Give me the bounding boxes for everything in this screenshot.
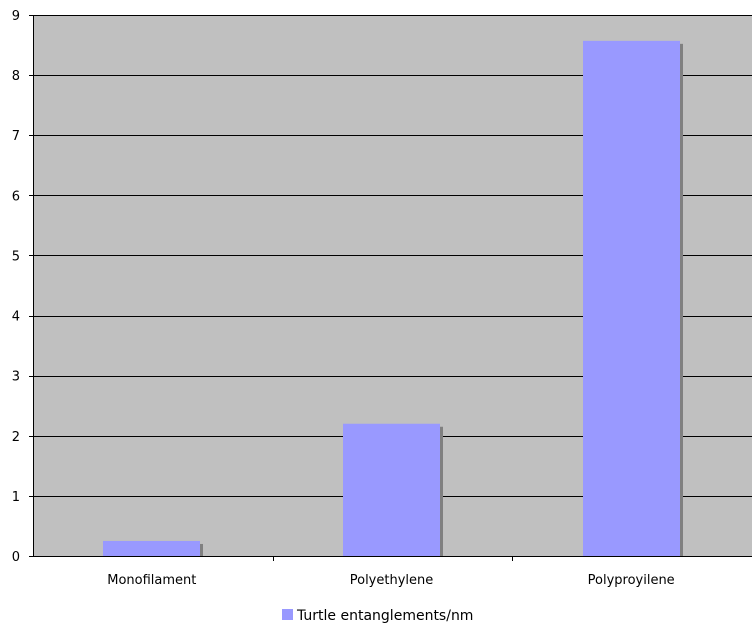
- y-tick-label: 3: [12, 370, 20, 385]
- bar-monofilament: [103, 540, 200, 556]
- x-tick-labels: Monofilament Polyethylene Polyproyilene: [107, 573, 674, 588]
- bars: [103, 40, 683, 556]
- y-tick-label: 7: [12, 129, 20, 144]
- y-tick-label: 2: [12, 430, 20, 445]
- y-tick-label: 6: [12, 189, 20, 204]
- legend-swatch: [282, 609, 293, 620]
- y-tick-label: 1: [12, 490, 20, 505]
- x-tick-label: Monofilament: [107, 573, 196, 588]
- y-tick-labels: 0 1 2 3 4 5 6 7 8 9: [12, 9, 20, 565]
- x-tick-label: Polyethylene: [350, 573, 434, 588]
- y-tick-label: 4: [12, 310, 20, 325]
- y-tick-label: 9: [12, 9, 20, 24]
- y-tick-label: 8: [12, 69, 20, 84]
- x-tick-label: Polyproyilene: [588, 573, 675, 588]
- y-tick-label: 5: [12, 249, 20, 264]
- legend: Turtle entanglements/nm: [282, 608, 473, 624]
- bar-polyproyilene: [583, 40, 680, 556]
- legend-label: Turtle entanglements/nm: [296, 608, 473, 624]
- bar-polyethylene: [343, 423, 440, 556]
- y-tick-label: 0: [12, 550, 20, 565]
- axes: [29, 15, 752, 561]
